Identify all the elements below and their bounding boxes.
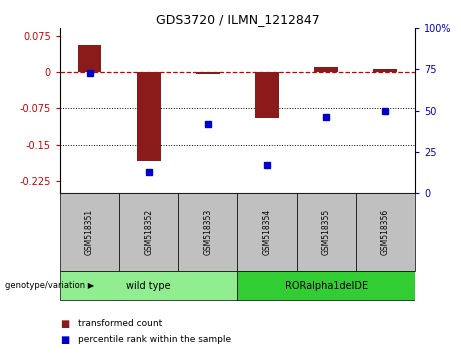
Text: ■: ■ — [60, 319, 69, 329]
Text: genotype/variation ▶: genotype/variation ▶ — [5, 281, 94, 290]
Bar — [60, 193, 119, 271]
Text: GSM518353: GSM518353 — [203, 209, 213, 255]
Title: GDS3720 / ILMN_1212847: GDS3720 / ILMN_1212847 — [155, 13, 319, 26]
Text: GSM518352: GSM518352 — [144, 209, 153, 255]
Bar — [137, 72, 160, 161]
Text: GSM518356: GSM518356 — [381, 209, 390, 255]
Bar — [237, 193, 296, 271]
Bar — [178, 193, 237, 271]
Text: GSM518354: GSM518354 — [262, 209, 272, 255]
Bar — [296, 193, 356, 271]
Bar — [255, 72, 279, 118]
Bar — [314, 67, 338, 72]
Text: GSM518351: GSM518351 — [85, 209, 94, 255]
Bar — [60, 272, 237, 300]
Text: GSM518355: GSM518355 — [322, 209, 331, 255]
Text: percentile rank within the sample: percentile rank within the sample — [78, 335, 231, 344]
Bar — [119, 193, 178, 271]
Text: transformed count: transformed count — [78, 319, 163, 329]
Bar — [356, 193, 415, 271]
Bar — [77, 45, 101, 72]
Text: ■: ■ — [60, 335, 69, 345]
Bar — [373, 69, 397, 72]
Text: wild type: wild type — [126, 281, 171, 291]
Bar — [237, 272, 415, 300]
Bar — [196, 72, 219, 74]
Text: RORalpha1delDE: RORalpha1delDE — [284, 281, 368, 291]
